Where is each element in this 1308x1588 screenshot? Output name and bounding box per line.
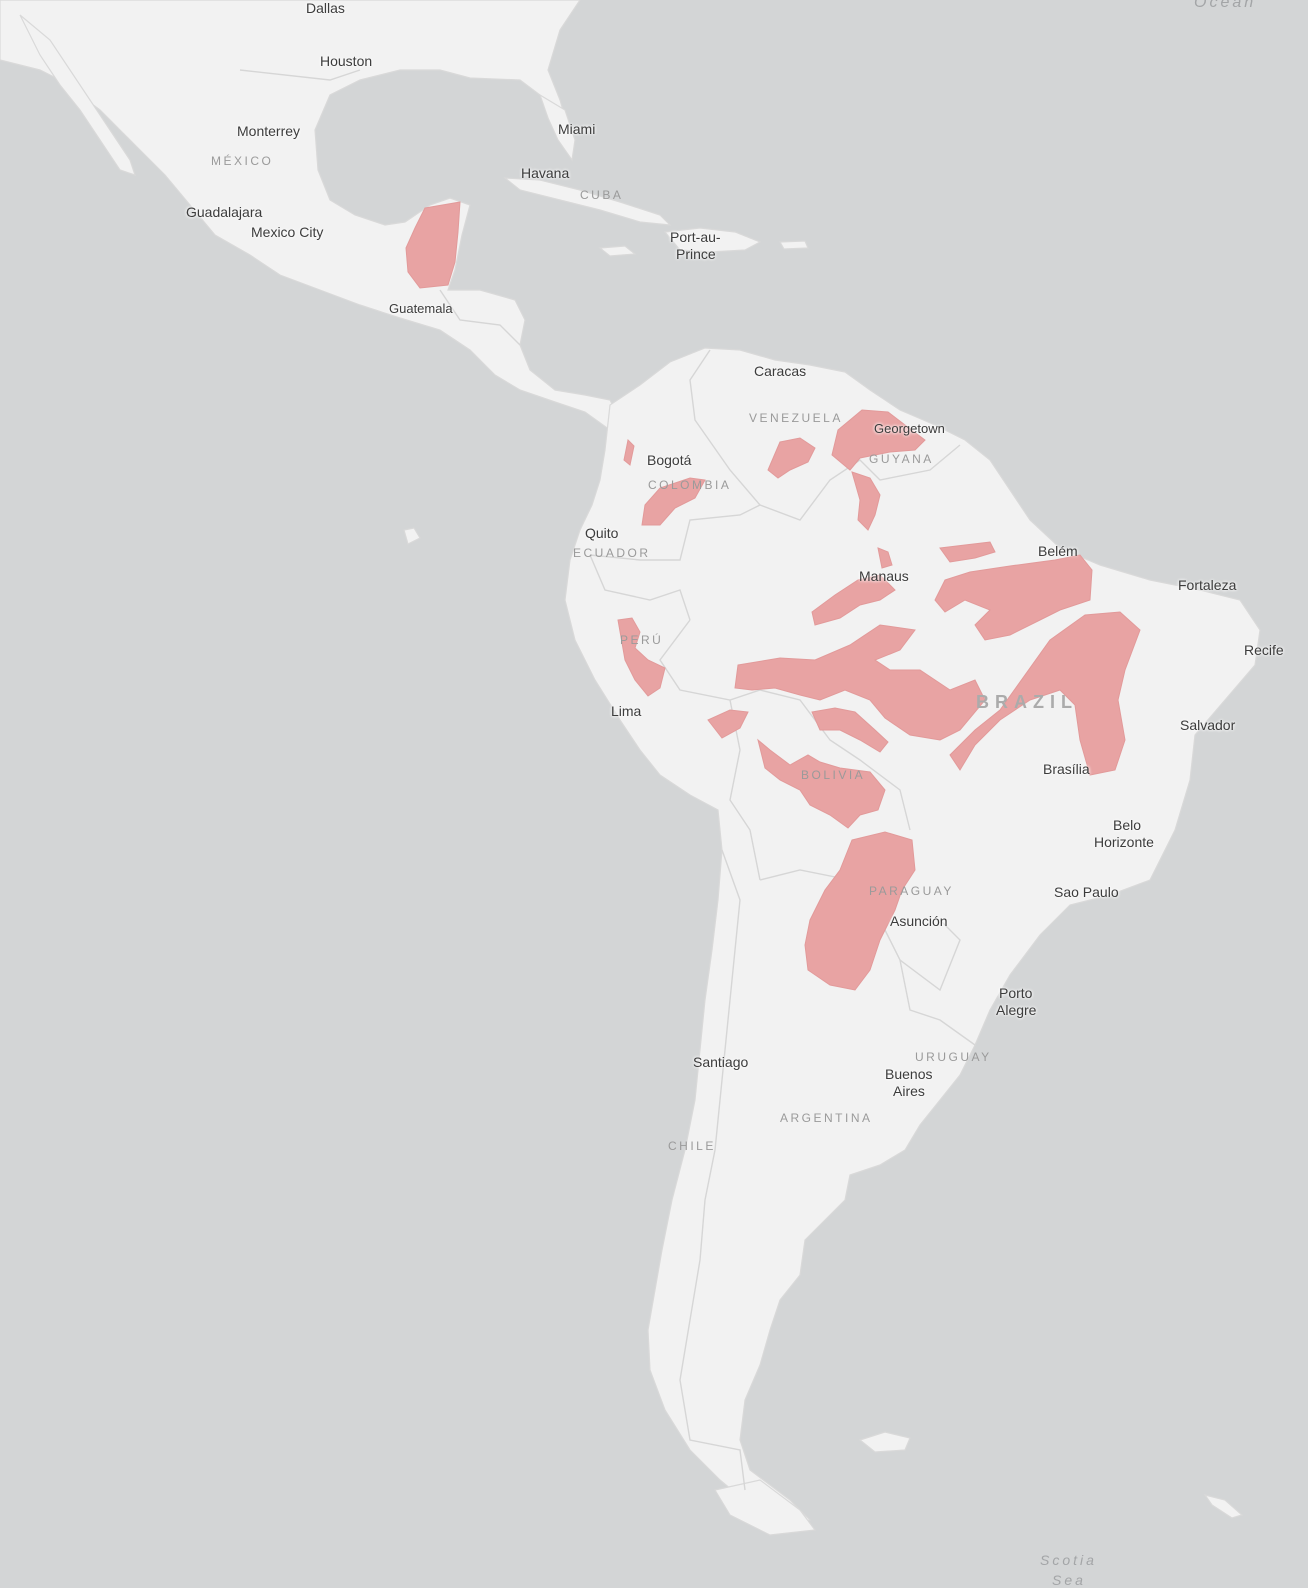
city-buenos-aires-2[interactable]: Aires [893,1083,925,1099]
city-buenos-aires[interactable]: Buenos [885,1066,933,1082]
city-salvador[interactable]: Salvador [1180,717,1236,733]
scotia-sea-label-2: Sea [1052,1572,1086,1588]
city-houston[interactable]: Houston [320,53,373,69]
country-cuba: CUBA [580,188,624,202]
city-asuncion[interactable]: Asunción [890,913,948,929]
region-roraima [851,471,881,531]
country-chile: CHILE [668,1139,716,1153]
city-caracas[interactable]: Caracas [754,363,807,379]
city-quito[interactable]: Quito [585,525,619,541]
region-rondonia [811,707,889,753]
region-guyana [831,409,926,471]
city-porto-alegre[interactable]: Porto [999,985,1033,1001]
country-bolivia: BOLIVIA [801,768,866,782]
city-bogota[interactable]: Bogotá [647,452,692,468]
highlight-regions [405,201,1141,991]
region-venezuela-south [767,437,816,479]
city-santiago[interactable]: Santiago [693,1054,749,1070]
country-paraguay: PARAGUAY [869,884,954,898]
landmass-jamaica [598,245,637,257]
region-para [934,554,1093,641]
city-dallas[interactable]: Dallas [306,0,345,16]
country-colombia: COLOMBIA [648,478,732,492]
city-monterrey[interactable]: Monterrey [237,123,301,139]
landmass-baja [19,14,136,176]
city-brasilia[interactable]: Brasília [1043,761,1090,777]
city-lima[interactable]: Lima [611,703,642,719]
landmass-tierra-del-fuego [714,1479,817,1536]
country-venezuela: VENEZUELA [749,411,843,425]
landmass-hispaniola [663,227,762,253]
ocean-label: Ocean [1194,0,1257,11]
landmass-falklands [858,1431,911,1453]
landmass-south-georgia [1203,1494,1244,1519]
city-guadalajara[interactable]: Guadalajara [186,204,263,220]
landmass-north-america [0,0,621,431]
city-port-au-prince[interactable]: Port-au- [670,229,721,245]
city-fortaleza[interactable]: Fortaleza [1178,577,1237,593]
city-belo-horizonte[interactable]: Belo [1113,817,1142,833]
city-sao-paulo[interactable]: Sao Paulo [1054,884,1119,900]
landmass-puerto-rico [778,240,809,250]
region-acre [707,709,749,739]
region-colombia [641,477,706,526]
region-yucatan [405,201,461,289]
region-amazon-north [939,541,996,563]
landmass-galapagos [403,527,421,545]
city-mexico-city[interactable]: Mexico City [251,224,324,240]
region-colombia-west [623,438,635,466]
country-peru: PERÚ [620,633,664,647]
country-guyana: GUYANA [869,452,934,466]
country-brazil: BRAZIL [976,692,1078,712]
country-borders [239,69,976,1491]
scotia-sea-label: Scotia [1040,1552,1097,1568]
city-miami[interactable]: Miami [558,121,596,137]
region-chaco [804,831,916,991]
region-goias [949,611,1141,776]
city-port-au-prince-2[interactable]: Prince [676,246,716,262]
region-manaus [811,574,896,626]
region-central-amazon [734,624,986,741]
country-argentina: ARGENTINA [780,1111,873,1125]
city-georgetown[interactable]: Georgetown [874,421,945,436]
country-ecuador: ECUADOR [573,546,651,560]
city-manaus[interactable]: Manaus [859,568,909,584]
region-bolivia [757,738,886,829]
city-belo-horizonte-2[interactable]: Horizonte [1094,834,1154,850]
city-guatemala[interactable]: Guatemala [389,301,453,316]
country-mexico: MÉXICO [211,154,274,168]
city-havana[interactable]: Havana [521,165,570,181]
landmass-cuba [503,177,672,226]
region-peru [617,617,666,697]
country-uruguay: URUGUAY [915,1050,992,1064]
region-small-1 [877,547,893,569]
city-recife[interactable]: Recife [1244,642,1284,658]
landmass-south-america [564,347,1261,1526]
city-porto-alegre-2[interactable]: Alegre [996,1002,1037,1018]
landmass-florida [538,93,576,162]
city-belem[interactable]: Belém [1038,543,1078,559]
